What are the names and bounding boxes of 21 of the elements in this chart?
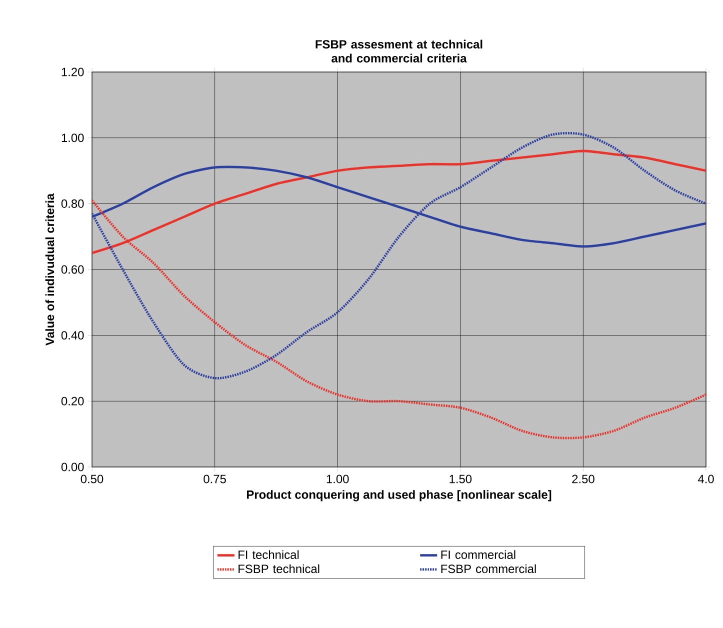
x-tick-label: 1.00: [326, 474, 349, 484]
x-tick-label: 1.50: [450, 474, 472, 484]
legend-label: FSBP commercial: [441, 564, 536, 574]
x-tick-label: 0.75: [204, 474, 226, 484]
x-tick-label: 2.50: [572, 474, 594, 484]
x-tick-label: 4.0: [698, 474, 714, 484]
line-series: [92, 132, 706, 380]
legend-label: FI commercial: [441, 550, 516, 559]
y-tick-label: 0.80: [61, 199, 84, 208]
legend-label: FSBP technical: [238, 564, 320, 574]
chart-title: FSBP assesment at technical and commercial criteria: [316, 40, 482, 62]
y-axis-title: Value of indivudual criteria: [45, 193, 54, 346]
y-tick-label: 0.60: [61, 265, 84, 274]
y-tick-label: 0.20: [61, 396, 84, 406]
legend-label: FI technical: [238, 550, 299, 559]
y-tick-label: 0.40: [61, 331, 84, 340]
y-tick-label: 1.00: [62, 134, 84, 142]
y-tick-label: 1.20: [62, 68, 84, 76]
y-tick-label: 0.00: [61, 462, 84, 472]
x-tick-label: 0.50: [80, 474, 104, 484]
x-axis-title: Product conquering and used phase [nonlinear scale]: [247, 490, 552, 502]
